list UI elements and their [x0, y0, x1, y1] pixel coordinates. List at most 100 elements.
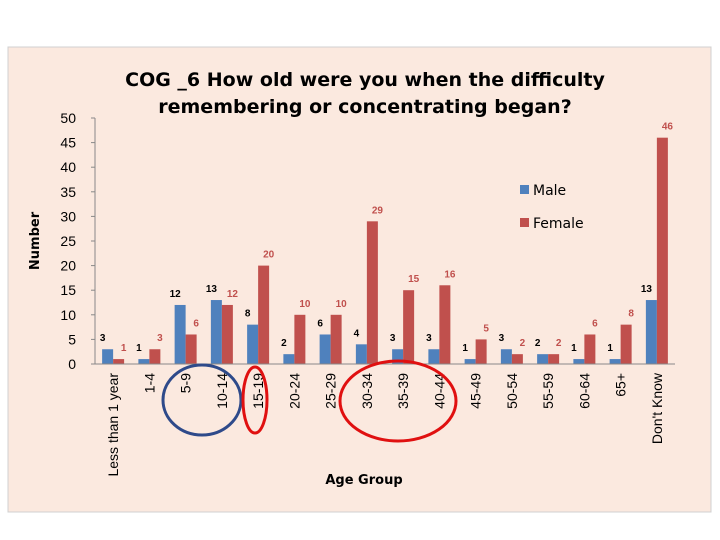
- x-tick-label: 20-24: [286, 373, 302, 409]
- bar-male-0: [102, 349, 114, 364]
- y-axis-ticks: 0 5 10 15 20 25 30 35 40 45 50: [60, 110, 95, 372]
- data-label-female-4: 20: [263, 250, 275, 261]
- y-tick-label: 25: [60, 233, 76, 249]
- data-label-male-0: 3: [100, 333, 106, 344]
- data-label-female-8: 15: [408, 274, 420, 285]
- x-tick-label: 60-64: [576, 373, 592, 409]
- x-tick-label: 45-49: [468, 373, 484, 409]
- chart-title-line-1: COG _6 How old were you when the difficu…: [125, 69, 605, 91]
- bar-male-8: [392, 349, 404, 364]
- annotation-ellipse-15-19: [241, 365, 269, 435]
- y-tick-label: 20: [60, 258, 76, 274]
- data-label-male-7: 4: [354, 328, 360, 339]
- y-tick-label: 5: [68, 331, 76, 347]
- data-label-female-10: 5: [483, 323, 489, 334]
- bar-male-14: [609, 359, 621, 364]
- legend-swatch-male: [520, 185, 529, 194]
- bar-male-3: [210, 300, 222, 364]
- bar-male-15: [645, 300, 657, 364]
- data-label-male-12: 2: [535, 338, 541, 349]
- data-label-male-4: 8: [245, 309, 251, 320]
- x-tick-label: 50-54: [504, 373, 520, 409]
- data-label-male-9: 3: [426, 333, 432, 344]
- y-tick-label: 40: [60, 159, 76, 175]
- bar-male-7: [355, 344, 367, 364]
- data-label-male-14: 1: [607, 343, 613, 354]
- bar-female-2: [185, 334, 197, 364]
- bar-female-14: [620, 324, 632, 364]
- x-tick-label: 5-9: [178, 373, 194, 393]
- data-label-male-1: 1: [136, 343, 142, 354]
- bar-male-6: [319, 334, 331, 364]
- bar-male-4: [247, 324, 259, 364]
- bar-male-2: [174, 304, 186, 364]
- data-label-male-8: 3: [390, 333, 396, 344]
- data-label-female-1: 3: [157, 333, 163, 344]
- data-label-male-5: 2: [281, 338, 287, 349]
- bar-male-9: [428, 349, 440, 364]
- x-tick-label: 1-4: [141, 373, 157, 393]
- data-label-male-2: 12: [170, 289, 182, 300]
- bar-male-11: [500, 349, 512, 364]
- y-tick-label: 0: [68, 356, 76, 372]
- data-label-female-3: 12: [227, 289, 239, 300]
- bar-male-1: [138, 359, 150, 364]
- chart-title-line-2: remembering or concentrating began?: [158, 96, 571, 118]
- y-tick-label: 15: [60, 282, 76, 298]
- data-label-female-11: 2: [520, 338, 526, 349]
- legend-label-female: Female: [533, 216, 584, 232]
- data-label-male-15: 13: [641, 284, 653, 295]
- bar-male-12: [537, 354, 549, 364]
- annotation-ellipse-5-14: [161, 363, 243, 437]
- legend: Male Female: [520, 183, 584, 232]
- x-tick-label: Less than 1 year: [105, 373, 121, 477]
- data-label-male-3: 13: [206, 284, 218, 295]
- x-tick-label: 40-44: [431, 373, 447, 409]
- x-axis-title: Age Group: [325, 473, 402, 488]
- data-label-female-6: 10: [336, 299, 348, 310]
- data-label-male-10: 1: [462, 343, 468, 354]
- bar-female-11: [511, 354, 523, 364]
- bar-female-8: [403, 290, 415, 364]
- bar-male-13: [573, 359, 585, 364]
- x-tick-label: 10-14: [214, 373, 230, 409]
- y-tick-label: 45: [60, 135, 76, 151]
- x-tick-label: 65+: [613, 373, 629, 397]
- annotation-ellipse-30-44: [338, 359, 458, 443]
- data-label-female-13: 6: [592, 318, 598, 329]
- data-label-female-15: 46: [662, 122, 674, 133]
- data-label-female-2: 6: [193, 318, 199, 329]
- bar-female-0: [113, 359, 125, 364]
- legend-label-male: Male: [533, 183, 566, 199]
- y-tick-label: 35: [60, 184, 76, 200]
- data-label-female-0: 1: [121, 343, 127, 354]
- bar-female-6: [330, 314, 342, 364]
- data-label-male-13: 1: [571, 343, 577, 354]
- bar-female-1: [149, 349, 161, 364]
- data-label-male-6: 6: [317, 318, 323, 329]
- bar-female-5: [294, 314, 306, 364]
- bar-female-7: [366, 221, 378, 364]
- x-tick-label: 25-29: [323, 373, 339, 409]
- data-label-female-9: 16: [444, 269, 456, 280]
- bar-female-15: [656, 137, 668, 364]
- x-tick-label: 30-34: [359, 373, 375, 409]
- x-tick-label: Don't Know: [649, 372, 665, 444]
- x-axis-tick-labels: Less than 1 year 1-4 5-9 10-14 15-19 20-24 25-…: [105, 372, 665, 476]
- bar-female-3: [221, 304, 233, 364]
- bar-male-5: [283, 354, 295, 364]
- legend-swatch-female: [520, 218, 529, 227]
- bar-female-13: [584, 334, 596, 364]
- bar-female-12: [548, 354, 560, 364]
- data-label-male-11: 3: [499, 333, 505, 344]
- y-tick-label: 10: [60, 307, 76, 323]
- x-tick-label: 55-59: [540, 373, 556, 409]
- bar-female-10: [475, 339, 487, 364]
- chart-frame: [7, 46, 712, 513]
- bar-series: [102, 137, 668, 364]
- data-label-female-7: 29: [372, 205, 384, 216]
- bar-male-10: [464, 359, 476, 364]
- data-label-female-12: 2: [556, 338, 562, 349]
